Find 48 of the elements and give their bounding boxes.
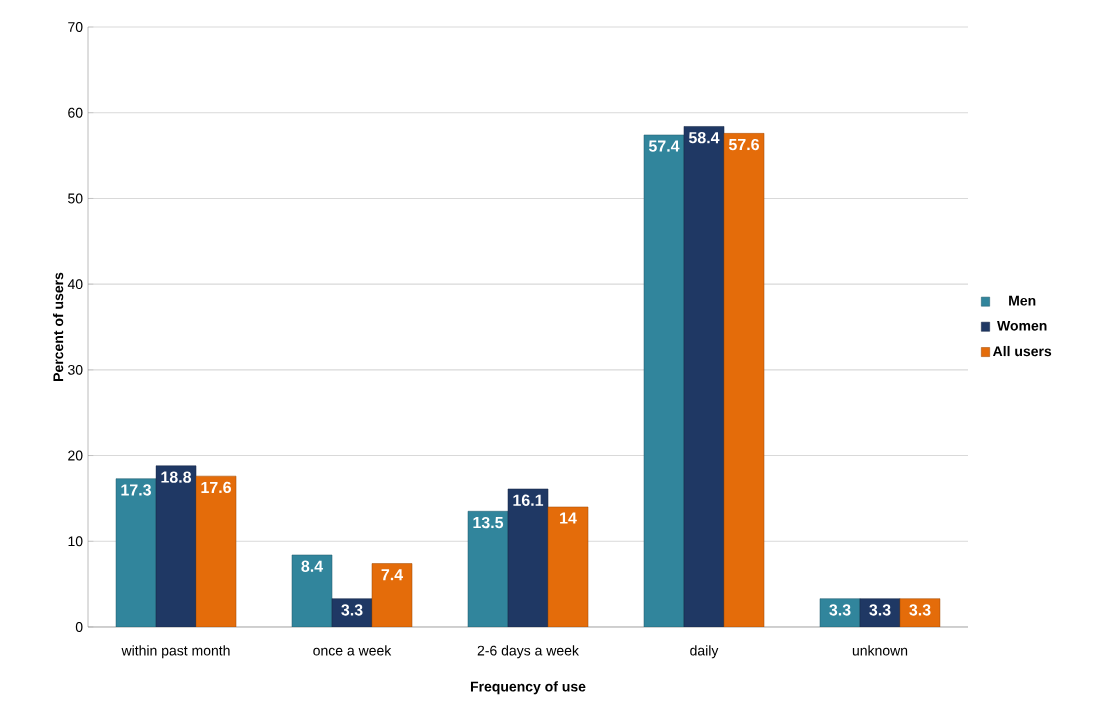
y-tick-label: 0 xyxy=(75,622,83,632)
data-label: 57.4 xyxy=(648,140,680,152)
y-tick-label: 30 xyxy=(68,364,83,375)
data-label: 3.3 xyxy=(909,604,931,616)
data-label: 18.8 xyxy=(161,471,192,483)
x-tick-label: daily xyxy=(690,645,719,659)
data-label: 17.6 xyxy=(201,481,231,494)
data-label: 3.3 xyxy=(341,604,363,616)
x-axis-title: Frequency of use xyxy=(470,681,586,695)
legend-label: Women xyxy=(997,320,1047,331)
data-label: 3.3 xyxy=(829,604,851,616)
y-tick-label: 20 xyxy=(68,450,83,461)
x-tick-label: unknown xyxy=(852,645,908,656)
data-label: 58.4 xyxy=(688,132,720,144)
data-label: 3.3 xyxy=(869,604,891,616)
legend-label: All users xyxy=(992,345,1052,357)
data-label: 14 xyxy=(560,512,577,524)
data-label: 17.3 xyxy=(121,484,151,496)
data-label: 16.1 xyxy=(513,494,544,506)
bar xyxy=(643,134,685,627)
bar xyxy=(683,126,725,627)
data-label: 8.4 xyxy=(301,560,324,572)
bar xyxy=(859,598,901,627)
bar xyxy=(723,133,765,627)
bar xyxy=(155,465,197,627)
bar xyxy=(819,598,861,627)
bar xyxy=(371,563,413,627)
data-label: 7.4 xyxy=(381,569,404,581)
bar xyxy=(195,475,237,627)
y-tick-label: 60 xyxy=(68,107,83,118)
bar xyxy=(115,478,157,627)
y-axis-title: Percent of users xyxy=(52,272,64,381)
x-tick-label: within past month xyxy=(121,645,230,659)
x-tick-label: 2-6 days a week xyxy=(477,645,579,659)
x-tick-label: once a week xyxy=(313,645,392,656)
data-label: 13.5 xyxy=(473,516,504,529)
y-tick-label: 70 xyxy=(68,22,83,32)
legend-label: Men xyxy=(1009,295,1036,306)
y-tick-label: 40 xyxy=(67,279,83,290)
data-label: 57.6 xyxy=(728,138,759,151)
bar xyxy=(507,488,549,627)
y-tick-label: 50 xyxy=(68,193,83,204)
bar xyxy=(467,511,509,627)
bar xyxy=(899,598,941,627)
bar xyxy=(331,598,373,627)
y-tick-label: 10 xyxy=(68,536,83,547)
bar xyxy=(291,554,333,627)
bar xyxy=(547,506,589,627)
